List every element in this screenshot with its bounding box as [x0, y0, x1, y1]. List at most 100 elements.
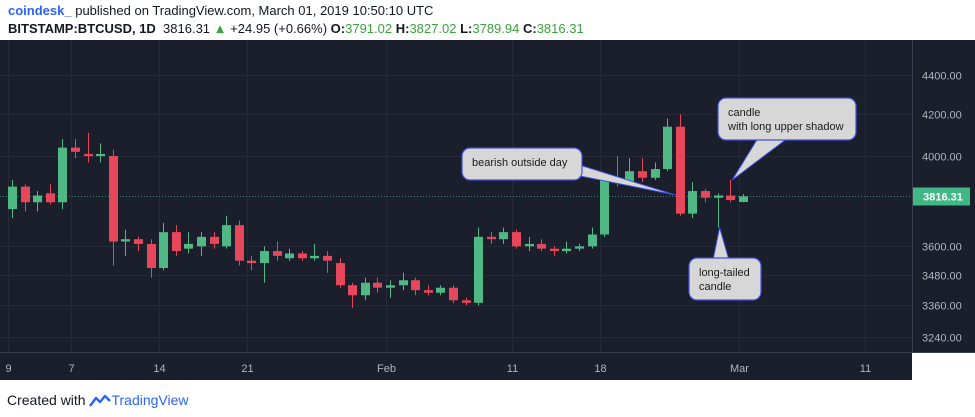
change-up-icon: ▲: [213, 21, 227, 36]
y-tick-label: 4400.00: [922, 71, 962, 83]
candle-body-down: [348, 285, 357, 296]
candle-body-down: [424, 290, 433, 293]
close-label: C:: [522, 21, 537, 36]
open-label: O:: [330, 21, 346, 36]
candle-body-up: [260, 251, 269, 264]
last-price: 3816.31: [163, 21, 211, 36]
candle-body-down: [638, 171, 647, 178]
x-tick-label: 21: [241, 363, 253, 375]
high-value: 3827.02: [409, 21, 457, 36]
x-tick-label: 11: [507, 363, 518, 375]
candle-body-up: [310, 255, 319, 259]
annotation-box: [688, 257, 762, 301]
candle-body-up: [525, 243, 534, 247]
candle-body-down: [336, 263, 345, 286]
annotation-text: candle: [699, 281, 731, 293]
low-label: L:: [460, 21, 473, 36]
y-tick-label: 3240.00: [922, 333, 962, 345]
candlestick-chart[interactable]: 3240.00 3360.00 3480.00 3600.00 4000.00 4200.…: [0, 40, 975, 380]
annotation-box: [717, 97, 857, 141]
x-tick-label: 9: [5, 363, 11, 375]
x-tick-label: Feb: [377, 363, 396, 375]
candle-body-up: [562, 248, 571, 252]
candle-body-down: [109, 156, 118, 242]
candle-body-down: [71, 147, 80, 152]
price-change: +24.95 (+0.66%): [230, 21, 328, 36]
candle-body-up: [197, 236, 206, 247]
candle-body-up: [399, 280, 408, 286]
candle-body-down: [462, 300, 471, 303]
candle-body-down: [449, 287, 458, 301]
candle-body-up: [714, 195, 723, 198]
open-value: 3791.02: [345, 21, 393, 36]
annotation-text: candle: [728, 107, 760, 119]
y-tick-label: 3480.00: [922, 271, 962, 283]
close-value: 3816.31: [536, 21, 584, 36]
candle-body-down: [701, 191, 710, 198]
candle-body-up: [600, 179, 609, 235]
candle-body-down: [247, 260, 256, 264]
candle-body-up: [436, 287, 445, 293]
low-value: 3789.94: [472, 21, 520, 36]
candle-body-up: [474, 236, 483, 303]
annotation-box: [461, 147, 583, 181]
high-label: H:: [395, 21, 410, 36]
candle-body-up: [575, 246, 584, 249]
candle-body-up: [625, 171, 634, 183]
published-info: published on TradingView.com, March 01, …: [75, 3, 434, 18]
candle-body-down: [726, 195, 735, 201]
y-tick-label: 4000.00: [922, 152, 962, 164]
candle-body-down: [134, 239, 143, 244]
candle-body-up: [361, 282, 370, 296]
candle-body-down: [298, 253, 307, 259]
candle-body-up: [184, 243, 193, 249]
y-tick-label: 3360.00: [922, 301, 962, 313]
candle-body-down: [411, 280, 420, 291]
candle-body-up: [386, 285, 395, 288]
tradingview-brand-link[interactable]: TradingView: [111, 392, 189, 408]
footer: Created with TradingView: [7, 392, 189, 408]
chart-header-line-1: coindesk_ published on TradingView.com, …: [8, 3, 433, 18]
candle-body-down: [210, 236, 219, 244]
candle-body-up: [222, 225, 231, 247]
annotation-text: bearish outside day: [472, 157, 568, 169]
y-tick-label: 3600.00: [922, 242, 962, 254]
y-tick-label: 4200.00: [922, 110, 962, 122]
x-tick-label: Mar: [730, 363, 749, 375]
tradingview-logo-icon: [89, 394, 112, 407]
candle-body-down: [21, 186, 30, 203]
candle-body-down: [172, 232, 181, 252]
candle-body-down: [147, 243, 156, 268]
x-tick-label: 7: [68, 363, 74, 375]
x-tick-label: 11: [860, 363, 871, 375]
chart-header-line-2: BITSTAMP:BTCUSD, 1D 3816.31 ▲ +24.95 (+0…: [8, 21, 584, 36]
candle-body-up: [663, 126, 672, 170]
x-tick-label: 14: [153, 363, 165, 375]
created-with-label: Created with: [7, 392, 86, 408]
time-axis-area: [0, 352, 912, 380]
candle-body-down: [676, 126, 685, 214]
x-tick-label: 18: [594, 363, 606, 375]
candle-body-down: [550, 248, 559, 252]
candle-body-up: [651, 169, 660, 178]
candle-body-down: [84, 153, 93, 157]
candle-body-down: [537, 243, 546, 249]
annotation-text: with long upper shadow: [727, 121, 844, 133]
candle-body-up: [739, 196, 748, 203]
candle-body-up: [588, 234, 597, 247]
candle-body-down: [373, 282, 382, 288]
candle-body-down: [235, 225, 244, 261]
author-link[interactable]: coindesk_: [8, 3, 72, 18]
annotation-text: long-tailed: [699, 267, 750, 279]
candle-body-up: [285, 253, 294, 259]
candle-body-up: [499, 232, 508, 240]
candle-body-down: [323, 255, 332, 261]
candle-body-down: [512, 232, 521, 247]
candle-body-down: [273, 251, 282, 256]
candle-body-down: [487, 236, 496, 240]
candle-body-up: [121, 239, 130, 242]
candle-body-down: [46, 193, 55, 203]
symbol-label[interactable]: BITSTAMP:BTCUSD, 1D: [8, 21, 156, 36]
candle-body-up: [33, 195, 42, 203]
last-price-tag: [913, 187, 970, 206]
